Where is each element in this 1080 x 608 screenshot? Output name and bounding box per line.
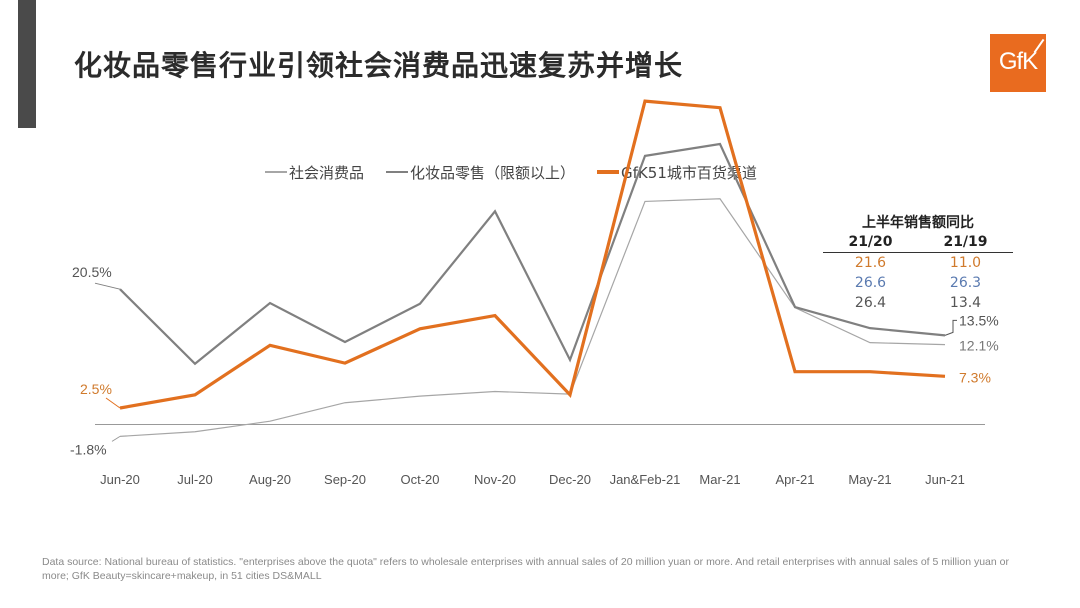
table-cell: 13.4	[949, 295, 982, 311]
leader-line	[94, 282, 121, 290]
table-cell: 26.3	[949, 275, 982, 291]
point-label-social-end: 12.1%	[959, 338, 999, 354]
series-line-social	[119, 198, 946, 437]
legend-item-social: 社会消费品	[265, 162, 364, 183]
x-tick-label: Mar-21	[699, 472, 740, 487]
table-header-row: 21/20 21/19	[823, 232, 1013, 253]
leader-line	[111, 435, 121, 442]
legend-label-gfk: GfK51城市百货渠道	[621, 163, 757, 182]
legend-swatch-gfk	[597, 170, 620, 174]
legend-label-cosmetics: 化妆品零售（限额以上）	[410, 163, 576, 182]
chart-legend: 社会消费品 化妆品零售（限额以上） GfK51城市百货渠道	[265, 160, 779, 184]
point-label-social-start: -1.8%	[70, 441, 107, 457]
table-cell: 11.0	[949, 255, 982, 271]
legend-label-social: 社会消费品	[289, 163, 365, 182]
x-tick-label: Jun-21	[925, 472, 965, 487]
x-tick-label: Jul-20	[177, 472, 212, 487]
page-title: 化妆品零售行业引领社会消费品迅速复苏并增长	[74, 49, 684, 82]
point-label-cosmetics-end: 13.5%	[959, 312, 999, 328]
series-line-gfk	[119, 99, 946, 410]
table-header-21-19: 21/19	[943, 234, 988, 250]
table-cell: 26.6	[854, 275, 887, 291]
x-tick-label: Dec-20	[549, 472, 591, 487]
footnote: Data source: National bureau of statisti…	[42, 556, 1009, 582]
x-tick-label: May-21	[848, 472, 891, 487]
table-row: 21.6 11.0	[823, 253, 1013, 273]
x-tick-label: Apr-21	[775, 472, 814, 487]
gfk-logo: GfK	[990, 34, 1046, 92]
x-tick-label: Jan&Feb-21	[610, 472, 681, 487]
series-line-cosmetics	[119, 142, 946, 366]
table-title: 上半年销售额同比	[862, 215, 974, 231]
point-label-gfk-end: 7.3%	[959, 369, 991, 385]
legend-item-gfk: GfK51城市百货渠道	[597, 162, 757, 183]
point-label-cosmetics-start: 20.5%	[72, 264, 112, 280]
table-cell: 21.6	[854, 255, 887, 271]
half-year-table: 上半年销售额同比 21/20 21/19 21.6 11.0 26.6 26.3…	[823, 212, 1013, 313]
leader-line	[944, 319, 957, 336]
leader-line	[105, 397, 121, 409]
table-cell: 26.4	[854, 295, 887, 311]
logo-text: GfK	[998, 48, 1038, 75]
legend-swatch-social	[265, 171, 287, 173]
legend-item-cosmetics: 化妆品零售（限额以上）	[386, 162, 575, 183]
legend-swatch-cosmetics	[386, 171, 409, 173]
x-tick-label: Jun-20	[100, 472, 140, 487]
x-tick-label: Nov-20	[474, 472, 516, 487]
x-tick-label: Oct-20	[400, 472, 439, 487]
accent-bar	[18, 0, 36, 128]
x-tick-label: Sep-20	[324, 472, 366, 487]
x-tick-label: Aug-20	[249, 472, 291, 487]
table-header-21-20: 21/20	[848, 234, 893, 250]
point-label-gfk-start: 2.5%	[80, 381, 112, 397]
table-row: 26.4 13.4	[823, 293, 1013, 313]
table-row: 26.6 26.3	[823, 273, 1013, 293]
